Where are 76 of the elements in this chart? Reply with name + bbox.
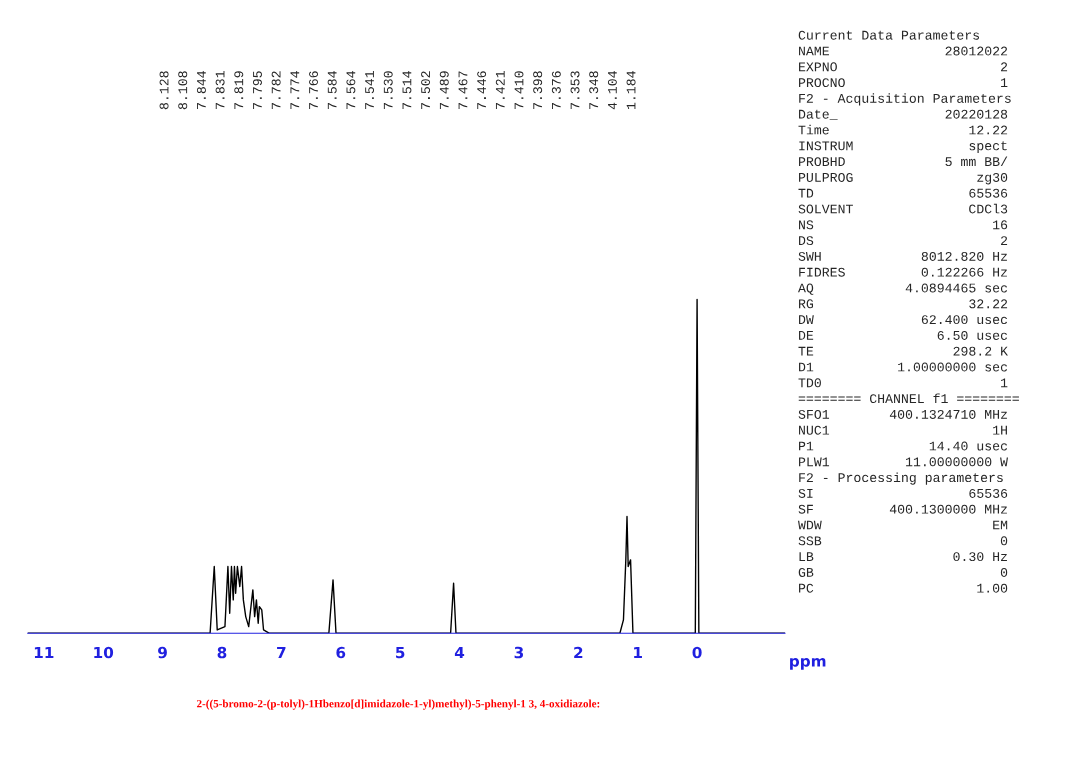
x-tick-label: 10 [94, 646, 114, 659]
text: DS 2 [799, 236, 1008, 246]
text: SI 65536 [798, 488, 1008, 498]
text: 8.128 [159, 71, 169, 110]
text: 4.104 [607, 71, 617, 110]
text: RG 32.22 [799, 299, 1008, 309]
text: DW 62.400 usec [799, 315, 1008, 325]
text: AQ 4.0894465 sec [798, 283, 1008, 295]
text: SSB 0 [798, 536, 1008, 546]
text: 7.819 [234, 71, 244, 109]
text: PROCNO 1 [799, 78, 1008, 88]
text: 7.844 [196, 71, 206, 109]
x-tick-label: 9 [158, 646, 167, 659]
x-tick-label: 7 [277, 646, 286, 659]
text: PROBHD 5 mm BB/ [799, 156, 1008, 167]
text: 7.541 [365, 71, 375, 109]
text: D1 1.00000000 sec [799, 362, 1008, 372]
text: TD 65536 [798, 188, 1008, 198]
text: PLW1 11.00000000 W [799, 457, 1008, 467]
text: 7.353 [570, 71, 580, 109]
text: NS 16 [799, 220, 1008, 230]
text: 7.376 [551, 71, 561, 109]
text: 7.782 [271, 71, 281, 109]
text: 7.795 [252, 71, 262, 109]
text: 7.502 [421, 71, 431, 109]
text: SFO1 400.1324710 MHz [798, 409, 1007, 419]
text: LB 0.30 Hz [799, 552, 1007, 562]
text: 7.348 [589, 71, 599, 109]
text: 7.774 [290, 71, 300, 109]
text: 7.766 [309, 71, 318, 109]
text: FIDRES 0.122266 Hz [799, 267, 1007, 277]
x-tick-label: 8 [217, 646, 227, 659]
x-tick-label: 11 [34, 646, 54, 659]
text: INSTRUM spect [799, 141, 1007, 153]
text: ======== CHANNEL f1 ======== [798, 393, 1019, 404]
text: 7.489 [439, 71, 449, 109]
x-tick-label: 2 [574, 646, 583, 659]
text: EXPNO 2 [799, 62, 1008, 72]
text: 8.108 [178, 71, 188, 110]
text: F2 - Processing parameters [799, 472, 1003, 485]
x-axis-title: ppm [790, 657, 826, 670]
text: F2 - Acquisition Parameters [799, 93, 1011, 106]
text: PC 1.00 [799, 583, 1008, 593]
text: Current Data Parameters [798, 30, 980, 40]
x-tick-label: 3 [514, 646, 524, 659]
text: 7.467 [458, 71, 468, 109]
text: SF 400.1300000 MHz [798, 504, 1007, 514]
text: 2-((5-bromo-2-(p-tolyl)-1Hbenzo[d]imidazole-1-yl)methyl)-5-phenyl-1 3, 4-oxidiazole: [196, 699, 600, 710]
text: Time 12.22 [798, 124, 1008, 135]
x-tick-label: 4 [454, 646, 465, 659]
x-tick-label: 5 [396, 646, 405, 659]
text: 7.530 [383, 71, 393, 109]
text: 7.564 [346, 71, 356, 109]
text: GB 0 [798, 567, 1008, 577]
text: SWH 8012.820 Hz [798, 251, 1007, 261]
text: 7.446 [477, 71, 487, 109]
text: Date_ 20220128 [799, 109, 1008, 120]
text: DE 6.50 usec [799, 330, 1008, 340]
text: 7.421 [495, 71, 505, 109]
x-tick-label: 1 [634, 646, 642, 659]
x-tick-label: 6 [336, 646, 346, 659]
text: 7.584 [327, 71, 337, 109]
text: NUC1 1H [799, 425, 1007, 435]
text: TE 298.2 K [798, 346, 1008, 356]
text: 7.514 [402, 71, 412, 109]
text: 7.410 [514, 71, 524, 109]
text: 7.398 [533, 71, 543, 109]
text: SOLVENT CDCl3 [798, 203, 1008, 214]
text: PULPROG zg30 [799, 172, 1008, 185]
text: 1.184 [626, 71, 636, 110]
text: 7.831 [215, 71, 225, 109]
text: WDW EM [798, 520, 1008, 530]
x-tick-label: 0 [692, 646, 702, 659]
text: P1 14.40 usec [799, 441, 1008, 451]
text: TD0 1 [798, 378, 1008, 388]
text: NAME 28012022 [799, 46, 1008, 56]
